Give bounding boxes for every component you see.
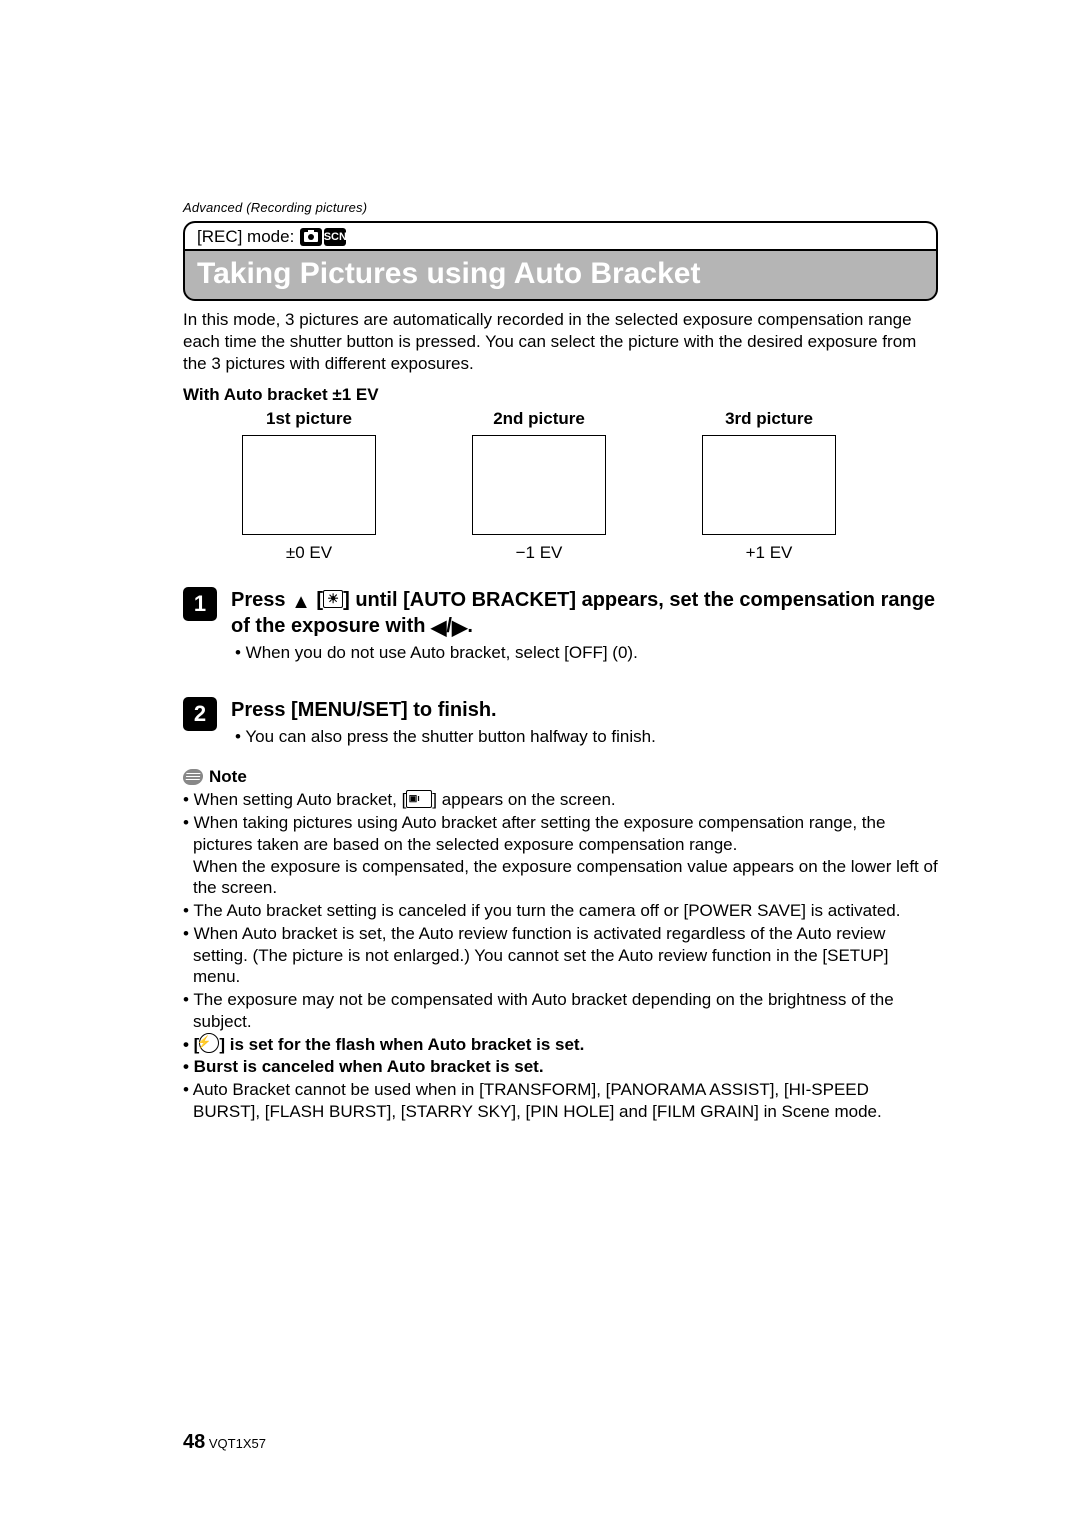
intro-text: In this mode, 3 pictures are automatical…	[183, 309, 938, 375]
page-title: Taking Pictures using Auto Bracket	[197, 257, 924, 291]
step-2: 2 Press [MENU/SET] to finish. • You can …	[183, 697, 938, 747]
exposure-icon: ☀	[323, 590, 343, 608]
step-1: 1 Press ▲ [☀] until [AUTO BRACKET] appea…	[183, 587, 938, 663]
pic-3-ev: +1 EV	[746, 543, 793, 563]
note-4: • When Auto bracket is set, the Auto rev…	[183, 923, 938, 988]
step-1-title: Press ▲ [☀] until [AUTO BRACKET] appears…	[231, 587, 938, 639]
note-heading: Note	[183, 767, 938, 787]
camera-icon	[300, 228, 322, 246]
pic-1: 1st picture ±0 EV	[229, 409, 389, 563]
step-1-sep: [	[316, 589, 323, 611]
title-bar: Taking Pictures using Auto Bracket	[183, 249, 938, 301]
note-5: • The exposure may not be compensated wi…	[183, 989, 938, 1033]
step-1-sep2: ]	[343, 589, 350, 611]
bracket-label: With Auto bracket ±1 EV	[183, 385, 938, 405]
notes-list: • When setting Auto bracket, [▣ı] appear…	[183, 789, 938, 1122]
note-2b-text: When the exposure is compensated, the ex…	[193, 857, 938, 898]
step-1-title-c: .	[467, 615, 473, 637]
note-2-text: • When taking pictures using Auto bracke…	[183, 813, 885, 854]
note-3: • The Auto bracket setting is canceled i…	[183, 900, 938, 922]
doc-code: VQT1X57	[209, 1436, 266, 1451]
pic-2-head: 2nd picture	[493, 409, 585, 429]
page-footer: 48 VQT1X57	[183, 1431, 266, 1454]
page-content: Advanced (Recording pictures) [REC] mode…	[183, 200, 938, 1123]
pic-2-ev: −1 EV	[516, 543, 563, 563]
pic-2-box	[472, 435, 606, 535]
note-1a: • When setting Auto bracket, [	[183, 790, 406, 809]
rec-mode-label: [REC] mode:	[197, 227, 294, 247]
note-7: • Burst is canceled when Auto bracket is…	[183, 1056, 938, 1078]
note-6b: ] is set for the flash when Auto bracket…	[219, 1035, 584, 1054]
pic-1-ev: ±0 EV	[286, 543, 332, 563]
note-label: Note	[209, 767, 247, 787]
note-1: • When setting Auto bracket, [▣ı] appear…	[183, 789, 938, 811]
note-1b: ] appears on the screen.	[432, 790, 615, 809]
flash-off-icon: ⚡	[199, 1033, 219, 1053]
step-1-number: 1	[183, 587, 217, 621]
pic-2: 2nd picture −1 EV	[459, 409, 619, 563]
rec-mode-row: [REC] mode: SCN	[183, 221, 938, 249]
pic-1-head: 1st picture	[266, 409, 352, 429]
scn-icon: SCN	[324, 228, 346, 246]
camera-body-icon	[304, 232, 318, 242]
page-number: 48	[183, 1431, 205, 1453]
left-arrow-icon: ◀	[431, 617, 446, 639]
note-8: • Auto Bracket cannot be used when in [T…	[183, 1079, 938, 1123]
step-2-sub: • You can also press the shutter button …	[231, 727, 938, 747]
section-header: Advanced (Recording pictures)	[183, 200, 938, 215]
note-6: • [⚡] is set for the flash when Auto bra…	[183, 1034, 938, 1056]
step-2-number: 2	[183, 697, 217, 731]
rec-mode-icons: SCN	[300, 228, 346, 246]
auto-bracket-icon: ▣ı	[406, 790, 432, 808]
step-2-title: Press [MENU/SET] to finish.	[231, 697, 938, 723]
up-arrow-icon: ▲	[291, 591, 311, 613]
step-1-body: Press ▲ [☀] until [AUTO BRACKET] appears…	[231, 587, 938, 663]
pictures-row: 1st picture ±0 EV 2nd picture −1 EV 3rd …	[183, 409, 938, 563]
right-arrow-icon: ▶	[452, 617, 467, 639]
step-2-body: Press [MENU/SET] to finish. • You can al…	[231, 697, 938, 747]
note-icon	[182, 769, 204, 785]
step-1-sub: • When you do not use Auto bracket, sele…	[231, 643, 938, 663]
pic-1-box	[242, 435, 376, 535]
pic-3-box	[702, 435, 836, 535]
step-1-title-a: Press	[231, 589, 291, 611]
pic-3-head: 3rd picture	[725, 409, 813, 429]
note-2: • When taking pictures using Auto bracke…	[183, 812, 938, 899]
pic-3: 3rd picture +1 EV	[689, 409, 849, 563]
